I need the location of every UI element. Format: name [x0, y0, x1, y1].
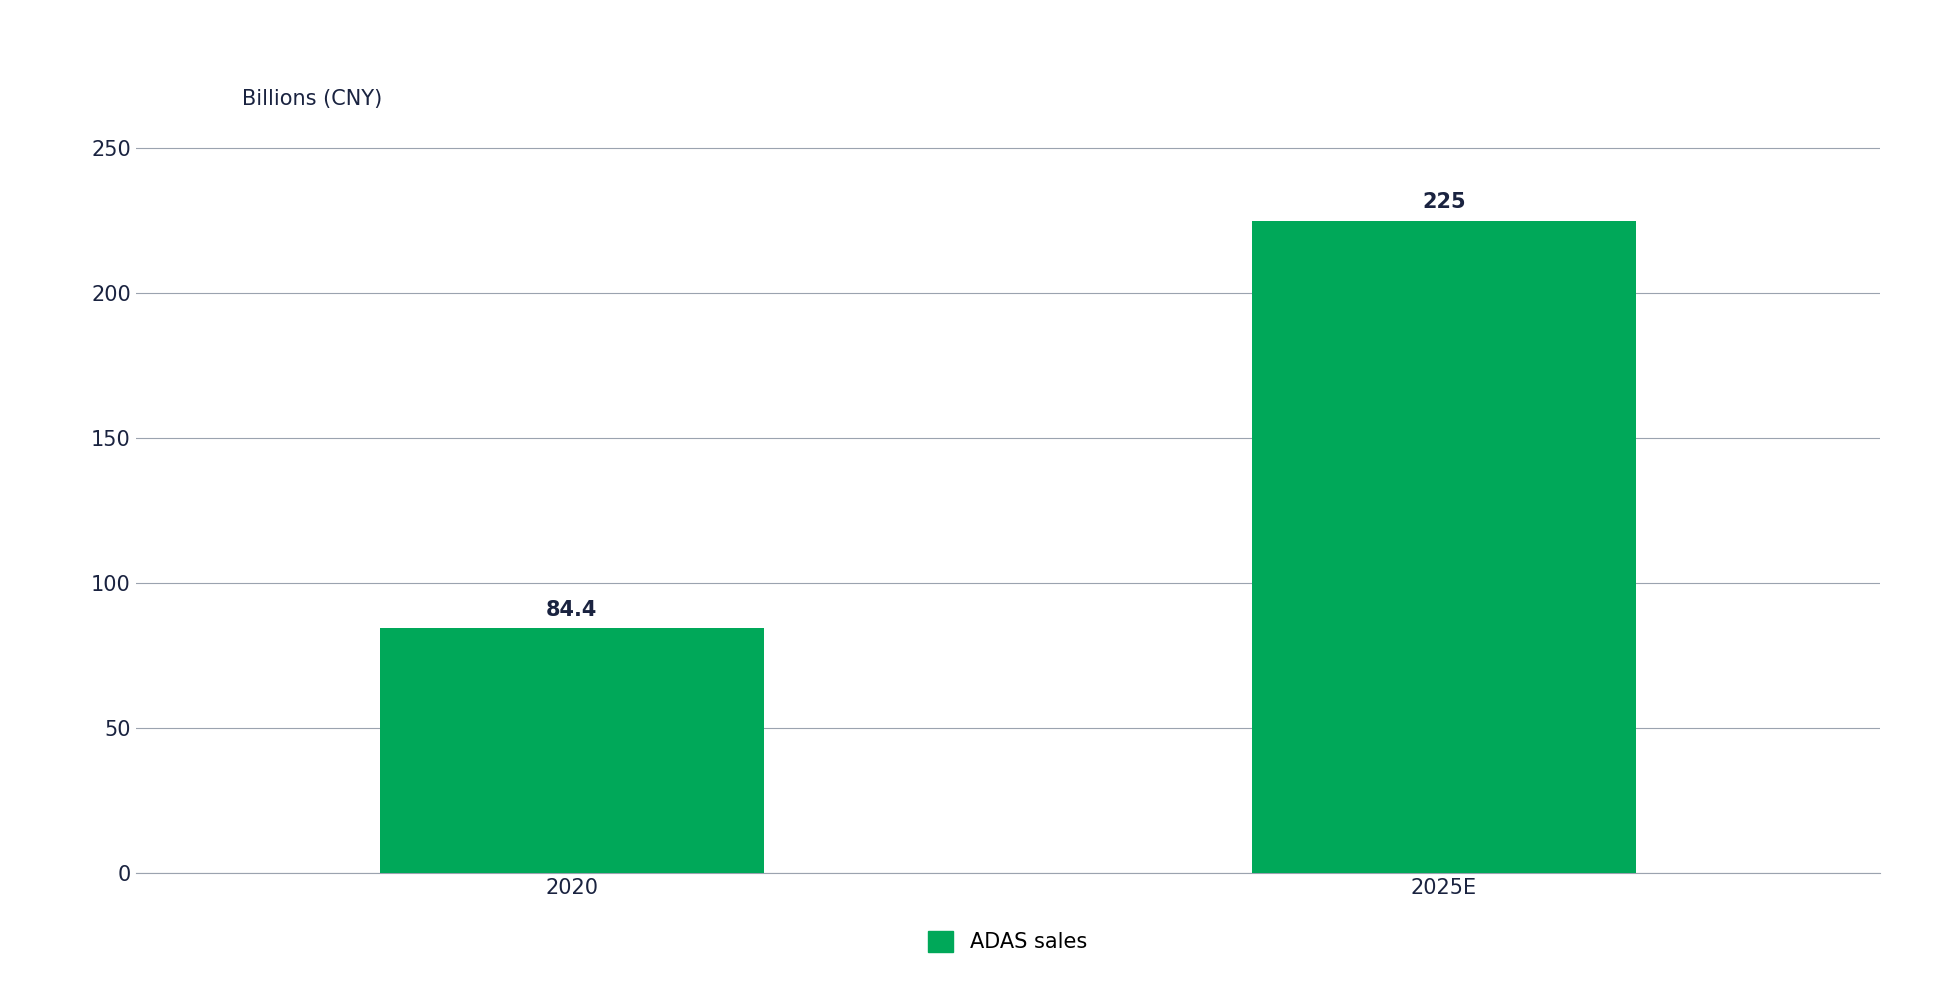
- Text: 225: 225: [1422, 191, 1465, 212]
- Bar: [1252, 220, 1636, 873]
- Bar: [380, 628, 764, 873]
- Text: Billions (CNY): Billions (CNY): [242, 89, 382, 109]
- Legend: ADAS sales: ADAS sales: [921, 923, 1095, 960]
- Text: 84.4: 84.4: [547, 599, 597, 620]
